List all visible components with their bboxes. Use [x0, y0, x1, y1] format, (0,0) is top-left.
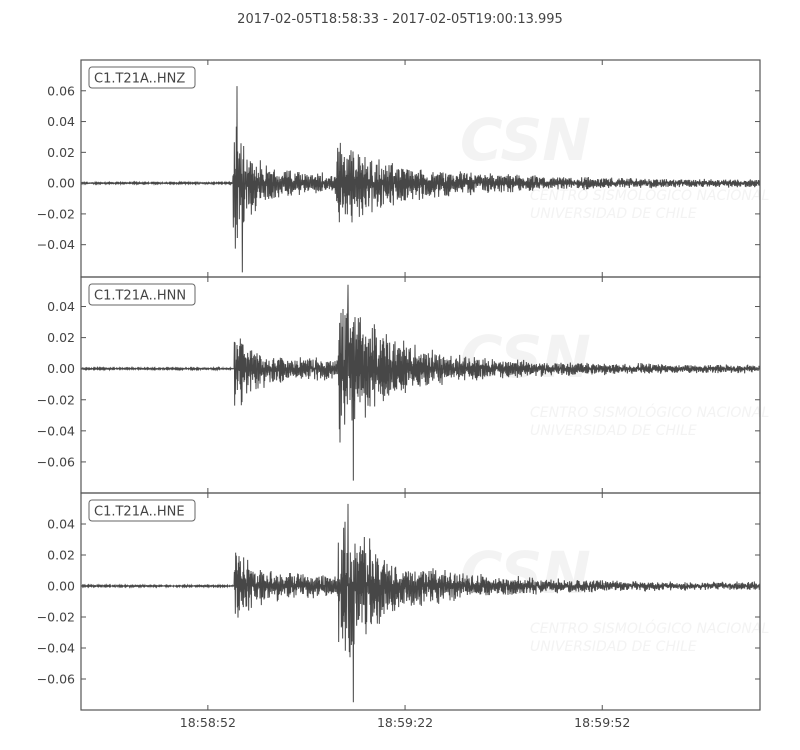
y-tick-label: −0.02 [37, 392, 75, 407]
trace-label: C1.T21A..HNN [94, 289, 186, 304]
watermark-line2: UNIVERSIDAD DE CHILE [530, 639, 697, 655]
y-tick-label: −0.06 [37, 672, 75, 687]
y-tick-label: −0.04 [37, 641, 75, 656]
x-tick-label: 18:59:22 [377, 715, 433, 730]
waveform-trace-hnz [81, 86, 760, 273]
waveform-trace-hnn [81, 284, 760, 481]
trace-label: C1.T21A..HNZ [94, 72, 185, 87]
y-tick-label: 0.00 [47, 176, 75, 191]
y-tick-label: 0.02 [47, 548, 75, 563]
watermark-logo: CSN [460, 539, 591, 607]
y-tick-label: −0.02 [37, 206, 75, 221]
trace-label-box [88, 66, 196, 89]
axes-frame [80, 492, 761, 711]
chart-title: 2017-02-05T18:58:33 - 2017-02-05T19:00:1… [237, 12, 563, 27]
y-tick-label: 0.04 [47, 517, 75, 532]
watermark-line1: CENTRO SISMOLÓGICO NACIONAL [530, 403, 769, 421]
trace-label-box [88, 283, 196, 306]
y-tick-label: 0.00 [47, 361, 75, 376]
watermark-line1: CENTRO SISMOLÓGICO NACIONAL [530, 619, 769, 637]
watermark-line2: UNIVERSIDAD DE CHILE [530, 423, 697, 439]
x-tick-label: 18:59:52 [574, 715, 630, 730]
waveform-trace-hne [81, 503, 760, 703]
y-tick-label: 0.04 [47, 299, 75, 314]
x-tick-label: 18:58:52 [180, 715, 236, 730]
watermark-line2: UNIVERSIDAD DE CHILE [530, 206, 697, 222]
y-tick-label: 0.02 [47, 330, 75, 345]
watermark-logo: CSN [460, 323, 591, 391]
y-tick-label: 0.02 [47, 145, 75, 160]
watermark-logo: CSN [460, 106, 591, 174]
y-tick-label: −0.04 [37, 423, 75, 438]
watermark-line1: CENTRO SISMOLÓGICO NACIONAL [530, 186, 769, 204]
trace-label: C1.T21A..HNE [94, 505, 185, 520]
axes-frame [80, 59, 761, 278]
trace-label-box [88, 499, 196, 522]
y-tick-label: −0.04 [37, 237, 75, 252]
y-tick-label: 0.06 [47, 83, 75, 98]
y-tick-label: −0.06 [37, 454, 75, 469]
y-tick-label: −0.02 [37, 610, 75, 625]
y-tick-label: 0.00 [47, 579, 75, 594]
y-tick-label: 0.04 [47, 114, 75, 129]
